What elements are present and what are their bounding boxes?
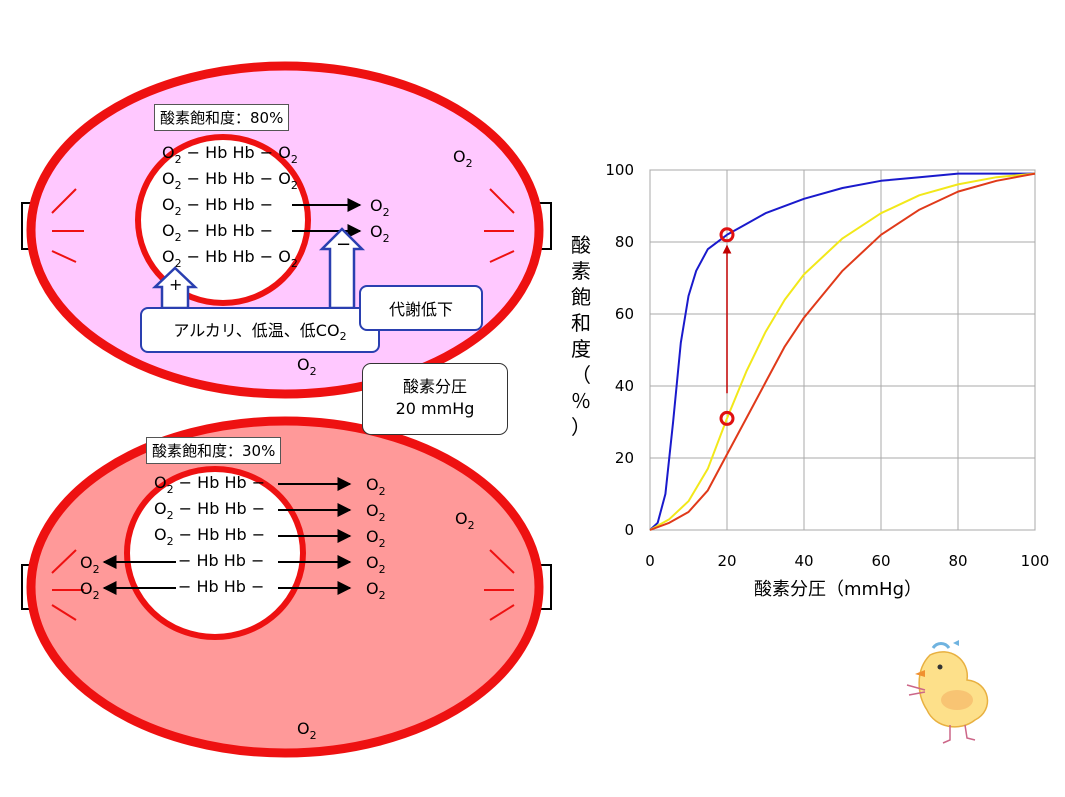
top-hb-rows: O2 − Hb Hb − O2 O2 − Hb Hb − O2 O2 − Hb … [162, 143, 473, 378]
chart-series-line-1 [649, 172, 1035, 531]
factor-box-text: アルカリ、低温、低CO2 [173, 320, 347, 344]
chart-x-tick-label: 20 [717, 552, 736, 570]
pressure-box-line2: 20 mmHg [395, 399, 475, 418]
chart-y-tick-label: 60 [615, 305, 634, 323]
chick-illustration [906, 640, 989, 744]
chart-x-tick-label: 60 [871, 552, 890, 570]
metabolism-box: 代謝低下 [359, 285, 483, 331]
chart-y-tick-label: 80 [615, 233, 634, 251]
chart-x-tick-label: 80 [948, 552, 967, 570]
chart-annotations [719, 227, 735, 426]
chart-ticks: 0 20 40 60 80 100 0 20 40 60 80 100 [605, 161, 1049, 570]
chart-y-tick-label: 20 [615, 449, 634, 467]
top-row-4: O2 − Hb Hb − [162, 221, 273, 244]
chart-xlabel: 酸素分圧（mmHg） [754, 579, 922, 600]
top-row-1: O2 − Hb Hb − O2 [162, 143, 298, 166]
chart-ylabel-char: 素 [571, 259, 591, 283]
chart-series [649, 172, 1036, 531]
top-row-5: O2 − Hb Hb − O2 [162, 247, 298, 270]
chart-x-tick-label: 100 [1021, 552, 1050, 570]
minus-sign: − [336, 234, 351, 255]
chart-x-tick-label: 0 [645, 552, 655, 570]
plus-sign: + [169, 275, 182, 294]
chart-y-tick-label: 100 [605, 161, 634, 179]
top-row-3: O2 − Hb Hb − [162, 195, 273, 218]
chart-ylabel-char: 和 [571, 311, 591, 335]
bottom-hb-rows: O2 − Hb Hb − O2 − Hb Hb − O2 − Hb Hb − −… [80, 473, 475, 742]
chart-y-tick-label: 0 [624, 521, 634, 539]
chart-ylabel-char: （ [571, 363, 591, 387]
top-row-2: O2 − Hb Hb − O2 [162, 169, 298, 192]
bottom-row-1: O2 − Hb Hb − [154, 473, 265, 496]
minus-block-arrow: − [318, 227, 366, 310]
chart-series-line-3 [649, 172, 1036, 531]
top-cell-tension-marks [51, 188, 515, 263]
chart-ylabel: 酸素飽和度（％） [568, 232, 594, 440]
chart-ylabel-char: ） [571, 415, 591, 439]
top-cell-center [135, 134, 311, 306]
chart-x-tick-label: 40 [794, 552, 813, 570]
chart-marker-2 [719, 410, 735, 426]
chart-grid [649, 169, 1036, 531]
top-saturation-label: 酸素飽和度：80% [154, 104, 290, 131]
bottom-saturation-label: 酸素飽和度：30% [146, 437, 282, 464]
chart-plot-area [649, 169, 1036, 531]
plus-block-arrow: + [151, 266, 199, 310]
bottom-cell-tension-marks [51, 549, 515, 621]
bottom-row-2: O2 − Hb Hb − [154, 499, 265, 522]
bottom-row-4: − Hb Hb − [178, 551, 264, 570]
chart-series-line-2 [649, 172, 1036, 531]
pressure-box: 酸素分圧 20 mmHg [362, 363, 508, 435]
chart-ylabel-char: 飽 [571, 285, 591, 309]
chart-ylabel-char: ％ [571, 389, 591, 413]
oxygen-dissociation-chart: 0 20 40 60 80 100 0 20 40 60 80 100 [605, 161, 1049, 570]
chart-y-tick-label: 40 [615, 377, 634, 395]
pressure-box-line1: 酸素分圧 [402, 377, 467, 396]
bottom-cell-center [124, 466, 306, 640]
chart-ylabel-char: 酸 [571, 233, 591, 257]
bottom-row-5: − Hb Hb − [178, 577, 264, 596]
factor-box: アルカリ、低温、低CO2 [140, 307, 380, 353]
chart-ylabel-char: 度 [571, 337, 591, 361]
chart-marker-1 [719, 227, 735, 243]
bottom-row-3: O2 − Hb Hb − [154, 525, 265, 548]
